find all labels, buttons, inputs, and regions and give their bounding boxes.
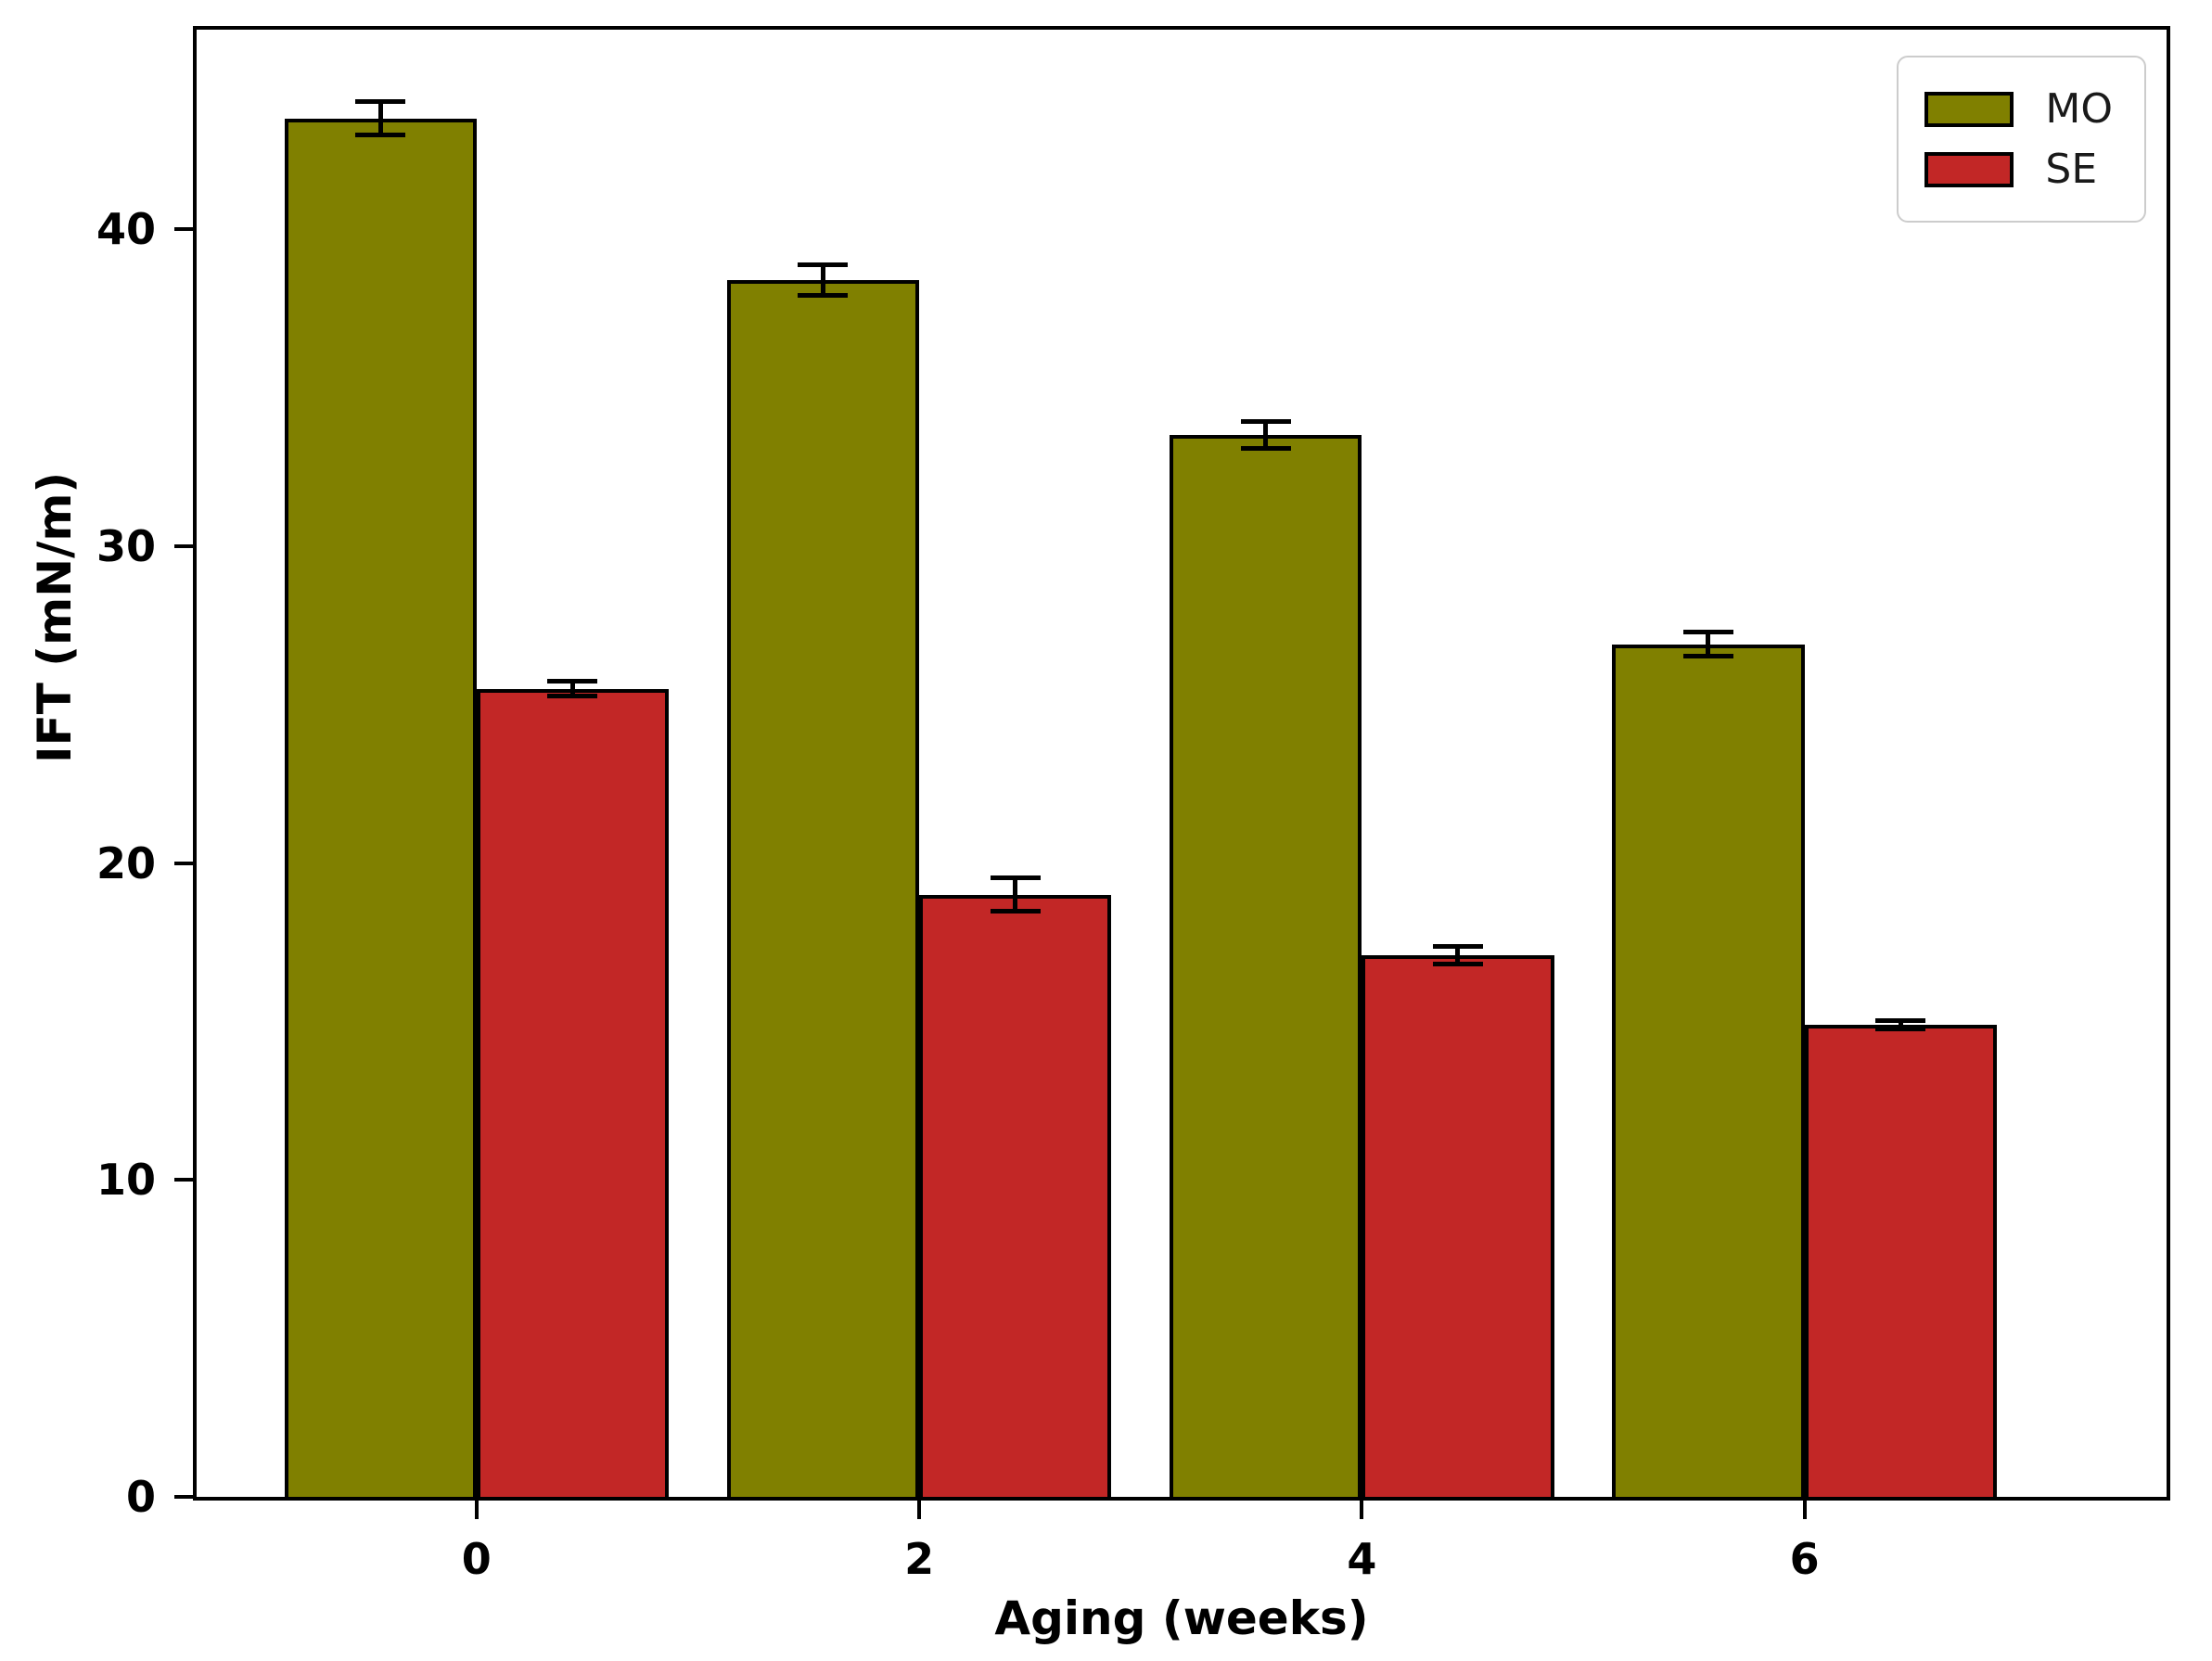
- error-bar-cap-top: [1682, 630, 1733, 635]
- error-bar-cap-top: [1875, 1018, 1926, 1024]
- bar-se-week-0: [476, 688, 670, 1497]
- plot-area: MO SE 0 10 20 30 40 0 2 4 6: [96, 26, 2170, 1584]
- legend-swatch-se: [1924, 151, 2014, 187]
- bar-se-week-4: [1362, 954, 1554, 1497]
- x-tick-label-0: 0: [461, 1534, 492, 1584]
- error-bar-cap-bottom: [355, 133, 406, 138]
- error-bar-stem: [1013, 875, 1018, 914]
- y-tick-label-0: 0: [125, 1472, 156, 1522]
- y-tick-mark-0: [174, 1495, 193, 1499]
- error-bar-stem: [820, 262, 825, 298]
- bar-mo-week-2: [726, 279, 920, 1497]
- error-bar-stem: [1706, 630, 1711, 659]
- error-bar-cap-bottom: [1875, 1026, 1926, 1031]
- error-bar-mo-week-0: [355, 99, 406, 138]
- y-tick-mark-30: [174, 543, 193, 548]
- error-bar-cap-bottom: [798, 292, 849, 298]
- y-tick-mark-40: [174, 227, 193, 232]
- x-tick-mark-2: [917, 1501, 922, 1519]
- error-bar-stem: [569, 679, 575, 698]
- error-bar-cap-top: [355, 99, 406, 105]
- error-bar-cap-bottom: [547, 693, 598, 698]
- legend-item-se: SE: [1924, 146, 2113, 193]
- error-bar-cap-top: [1240, 419, 1291, 425]
- x-tick-label-6: 6: [1789, 1534, 1820, 1584]
- y-tick-mark-10: [174, 1178, 193, 1182]
- error-bar-mo-week-2: [798, 262, 849, 298]
- legend: MO SE: [1897, 56, 2146, 223]
- error-bar-cap-bottom: [1240, 446, 1291, 452]
- legend-label-se: SE: [2045, 146, 2098, 193]
- error-bar-cap-bottom: [1682, 654, 1733, 659]
- error-bar-cap-top: [798, 262, 849, 268]
- error-bar-mo-week-4: [1240, 419, 1291, 452]
- bar-mo-week-4: [1170, 435, 1362, 1497]
- error-bar-cap-bottom: [1432, 961, 1483, 966]
- x-tick-mark-6: [1802, 1501, 1807, 1519]
- bar-mo-week-0: [284, 118, 477, 1497]
- legend-swatch-mo: [1924, 91, 2014, 127]
- error-bar-cap-top: [990, 875, 1041, 881]
- x-axis-label: Aging (weeks): [994, 1591, 1369, 1645]
- error-bar-se-week-6: [1875, 1018, 1926, 1031]
- y-tick-label-10: 10: [96, 1155, 156, 1206]
- bar-mo-week-6: [1612, 644, 1805, 1497]
- error-bar-se-week-0: [547, 679, 598, 698]
- y-tick-label-20: 20: [96, 837, 156, 888]
- bar-se-week-6: [1804, 1024, 1997, 1497]
- y-tick-mark-20: [174, 861, 193, 865]
- x-tick-mark-0: [474, 1501, 479, 1519]
- error-bar-cap-top: [547, 679, 598, 684]
- error-bar-se-week-2: [990, 875, 1041, 914]
- legend-item-mo: MO: [1924, 85, 2113, 133]
- error-bar-mo-week-6: [1682, 630, 1733, 659]
- error-bar-stem: [1455, 943, 1461, 966]
- error-bar-stem: [1898, 1018, 1903, 1031]
- bar-se-week-2: [919, 894, 1112, 1497]
- error-bar-stem: [1263, 419, 1269, 452]
- error-bar-se-week-4: [1432, 943, 1483, 966]
- y-axis-label: IFT (mN/m): [28, 471, 82, 763]
- y-tick-label-30: 30: [96, 520, 156, 571]
- legend-label-mo: MO: [2045, 85, 2113, 133]
- x-tick-label-2: 2: [904, 1534, 935, 1584]
- error-bar-stem: [377, 99, 383, 138]
- x-tick-label-4: 4: [1347, 1534, 1377, 1584]
- error-bar-cap-top: [1432, 943, 1483, 949]
- y-tick-label-40: 40: [96, 204, 156, 255]
- x-tick-mark-4: [1360, 1501, 1364, 1519]
- error-bar-cap-bottom: [990, 909, 1041, 914]
